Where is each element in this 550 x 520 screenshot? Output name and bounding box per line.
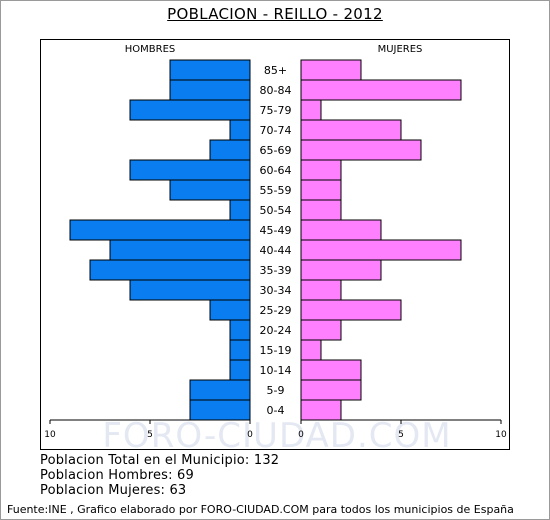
bar-mujeres-50-54: [300, 199, 342, 221]
bar-hombres-70-74: [229, 119, 251, 141]
legend-hombres: HOMBRES: [125, 44, 176, 55]
bar-hombres-30-34: [129, 279, 251, 301]
bar-hombres-60-64: [129, 159, 251, 181]
age-label: 15-19: [260, 344, 292, 357]
bar-hombres-50-54: [229, 199, 251, 221]
bar-hombres-85+: [169, 59, 251, 81]
bar-hombres-35-39: [89, 259, 251, 281]
bar-hombres-80-84: [169, 79, 251, 101]
bar-hombres-55-59: [169, 179, 251, 201]
age-label: 70-74: [260, 124, 292, 137]
age-label: 30-34: [260, 284, 292, 297]
bar-mujeres-15-19: [300, 339, 322, 361]
age-label: 0-4: [267, 404, 285, 417]
bar-mujeres-25-29: [300, 299, 402, 321]
bar-hombres-25-29: [209, 299, 251, 321]
bar-mujeres-80-84: [300, 79, 462, 101]
bar-mujeres-0-4: [300, 399, 342, 421]
tick-label-right: 10: [495, 430, 507, 440]
chart-title: POBLACION - REILLO - 2012: [167, 5, 383, 23]
age-label: 55-59: [260, 184, 292, 197]
bar-mujeres-55-59: [300, 179, 342, 201]
bar-mujeres-40-44: [300, 239, 462, 261]
age-label: 75-79: [260, 104, 292, 117]
age-label: 50-54: [260, 204, 292, 217]
age-label: 35-39: [260, 264, 292, 277]
bar-hombres-45-49: [69, 219, 251, 241]
watermark-text: FORO-CIUDAD.COM: [102, 416, 451, 456]
bar-hombres-40-44: [109, 239, 251, 261]
bar-mujeres-70-74: [300, 119, 402, 141]
bar-mujeres-35-39: [300, 259, 382, 281]
tick-label-left: 5: [147, 430, 153, 440]
tick-label-right: 0: [298, 430, 304, 440]
age-label: 45-49: [260, 224, 292, 237]
age-label: 20-24: [260, 324, 292, 337]
age-label: 5-9: [267, 384, 285, 397]
tick-label-left: 10: [44, 430, 56, 440]
bar-mujeres-30-34: [300, 279, 342, 301]
bar-mujeres-20-24: [300, 319, 342, 341]
bar-mujeres-45-49: [300, 219, 382, 241]
bar-hombres-5-9: [189, 379, 251, 401]
bar-mujeres-60-64: [300, 159, 342, 181]
age-label: 25-29: [260, 304, 292, 317]
bar-mujeres-10-14: [300, 359, 362, 381]
bar-hombres-65-69: [209, 139, 251, 161]
bar-hombres-20-24: [229, 319, 251, 341]
stat-total: Poblacion Total en el Municipio: 132: [40, 453, 280, 468]
bar-mujeres-5-9: [300, 379, 362, 401]
bar-hombres-10-14: [229, 359, 251, 381]
bar-hombres-0-4: [189, 399, 251, 421]
tick-label-left: 0: [247, 430, 253, 440]
stat-mujeres: Poblacion Mujeres: 63: [40, 483, 187, 498]
bar-mujeres-65-69: [300, 139, 422, 161]
bar-hombres-15-19: [229, 339, 251, 361]
age-label: 65-69: [260, 144, 292, 157]
footer-source: Fuente:INE , Grafico elaborado por FORO-…: [7, 503, 514, 516]
bar-mujeres-75-79: [300, 99, 322, 121]
age-label: 40-44: [260, 244, 292, 257]
age-label: 80-84: [260, 84, 292, 97]
age-label: 10-14: [260, 364, 292, 377]
tick-label-right: 5: [398, 430, 404, 440]
age-label: 60-64: [260, 164, 292, 177]
stat-hombres: Poblacion Hombres: 69: [40, 468, 194, 483]
bar-mujeres-85+: [300, 59, 362, 81]
legend-mujeres: MUJERES: [378, 44, 423, 55]
plot-area: [40, 39, 510, 450]
bar-hombres-75-79: [129, 99, 251, 121]
age-label: 85+: [264, 64, 287, 77]
